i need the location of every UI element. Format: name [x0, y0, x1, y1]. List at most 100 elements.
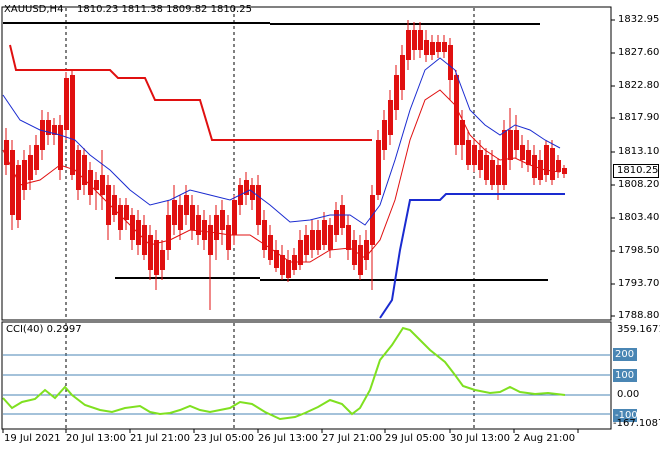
ohlc-readout: 1810.23 1811.38 1809.82 1810.25: [77, 4, 252, 15]
moving-average-red: [2, 89, 561, 263]
candle-body: [436, 42, 441, 52]
price-label: 1813.10: [618, 146, 660, 157]
time-label: 27 Jul 21:00: [322, 433, 382, 444]
candle-body: [154, 240, 159, 275]
candle-body: [172, 200, 177, 225]
candle-body: [4, 140, 9, 165]
candle-body: [136, 220, 141, 245]
symbol-label: XAUUSD,H4: [4, 4, 64, 15]
candle-body: [334, 210, 339, 235]
candle-body: [316, 230, 321, 250]
time-label: 23 Jul 05:00: [194, 433, 254, 444]
candle-body: [166, 215, 171, 250]
candle-body: [118, 205, 123, 230]
candle-body: [16, 165, 21, 220]
candle-body: [82, 155, 87, 185]
indicator-pane-frame: [1, 321, 612, 430]
candle-body: [10, 150, 15, 215]
price-label: 1832.95: [618, 14, 660, 25]
candle-body: [34, 145, 39, 170]
candle-body: [70, 75, 75, 175]
candle-body: [190, 205, 195, 230]
candle-body: [352, 240, 357, 265]
candle-body: [370, 195, 375, 245]
cci-axis-label: 0.00: [617, 389, 640, 400]
price-label: 1788.80: [618, 310, 660, 321]
candle-body: [58, 125, 63, 170]
cci-axis-label: -167.1087: [613, 418, 660, 429]
candle-body: [184, 195, 189, 215]
candle-body: [376, 140, 381, 195]
candle-body: [556, 160, 561, 172]
price-label: 1798.50: [618, 245, 660, 256]
candle-body: [550, 148, 555, 180]
candle-body: [274, 250, 279, 268]
candle-body: [340, 205, 345, 228]
price-label: 1793.70: [618, 278, 660, 289]
candle-body: [484, 155, 489, 180]
candle-body: [94, 180, 99, 190]
price-label: 1822.80: [618, 80, 660, 91]
candle-body: [148, 235, 153, 270]
candle-body: [52, 125, 57, 135]
candle-body: [358, 245, 363, 275]
time-label: 21 Jul 21:00: [130, 433, 190, 444]
candle-body: [490, 160, 495, 185]
candle-body: [448, 45, 453, 80]
time-label: 29 Jul 05:00: [385, 433, 445, 444]
candle-body: [112, 195, 117, 215]
candle-body: [400, 55, 405, 90]
candle-body: [406, 30, 411, 60]
candle-body: [100, 175, 105, 195]
candle-body: [478, 150, 483, 170]
price-label: 1808.20: [618, 179, 660, 190]
candle-body: [286, 260, 291, 278]
candle-body: [430, 42, 435, 55]
time-label: 20 Jul 13:00: [66, 433, 126, 444]
candle-body: [304, 235, 309, 255]
cci-label: CCI(40) 0.2997: [6, 324, 82, 335]
candle-body: [364, 240, 369, 260]
candle-body: [442, 42, 447, 52]
red-stop-line: [9, 44, 372, 141]
candle-body: [526, 150, 531, 165]
candle-body: [280, 255, 285, 275]
candle-body: [28, 155, 33, 180]
candle-body: [64, 78, 69, 130]
cci-axis-label: 359.1671: [617, 324, 660, 335]
candle-body: [418, 30, 423, 50]
cci-level-tag: 100: [613, 369, 637, 382]
candle-body: [328, 225, 333, 250]
blue-stop-line: [379, 193, 565, 319]
candle-body: [124, 205, 129, 220]
candle-body: [46, 120, 51, 135]
candle-body: [514, 130, 519, 150]
price-label: 1827.60: [618, 47, 660, 58]
price-label: 1817.90: [618, 112, 660, 123]
candle-body: [508, 130, 513, 160]
candle-body: [382, 120, 387, 150]
candle-body: [208, 225, 213, 255]
candle-body: [196, 215, 201, 235]
candle-body: [76, 150, 81, 190]
candle-body: [220, 210, 225, 230]
candle-body: [394, 75, 399, 110]
candle-body: [22, 160, 27, 190]
candle-body: [250, 185, 255, 200]
candle-body: [232, 200, 237, 235]
candle-body: [562, 168, 567, 174]
cci-level-tag: 200: [613, 348, 637, 361]
candle-body: [214, 215, 219, 240]
candle-body: [244, 180, 249, 195]
candle-body: [466, 140, 471, 165]
candle-body: [388, 100, 393, 135]
time-label: 26 Jul 13:00: [258, 433, 318, 444]
candle-body: [502, 130, 507, 185]
candle-body: [178, 205, 183, 230]
moving-average-blue: [2, 57, 561, 226]
candle-body: [88, 170, 93, 195]
candle-body: [202, 220, 207, 240]
candle-body: [106, 185, 111, 225]
candle-body: [268, 235, 273, 260]
